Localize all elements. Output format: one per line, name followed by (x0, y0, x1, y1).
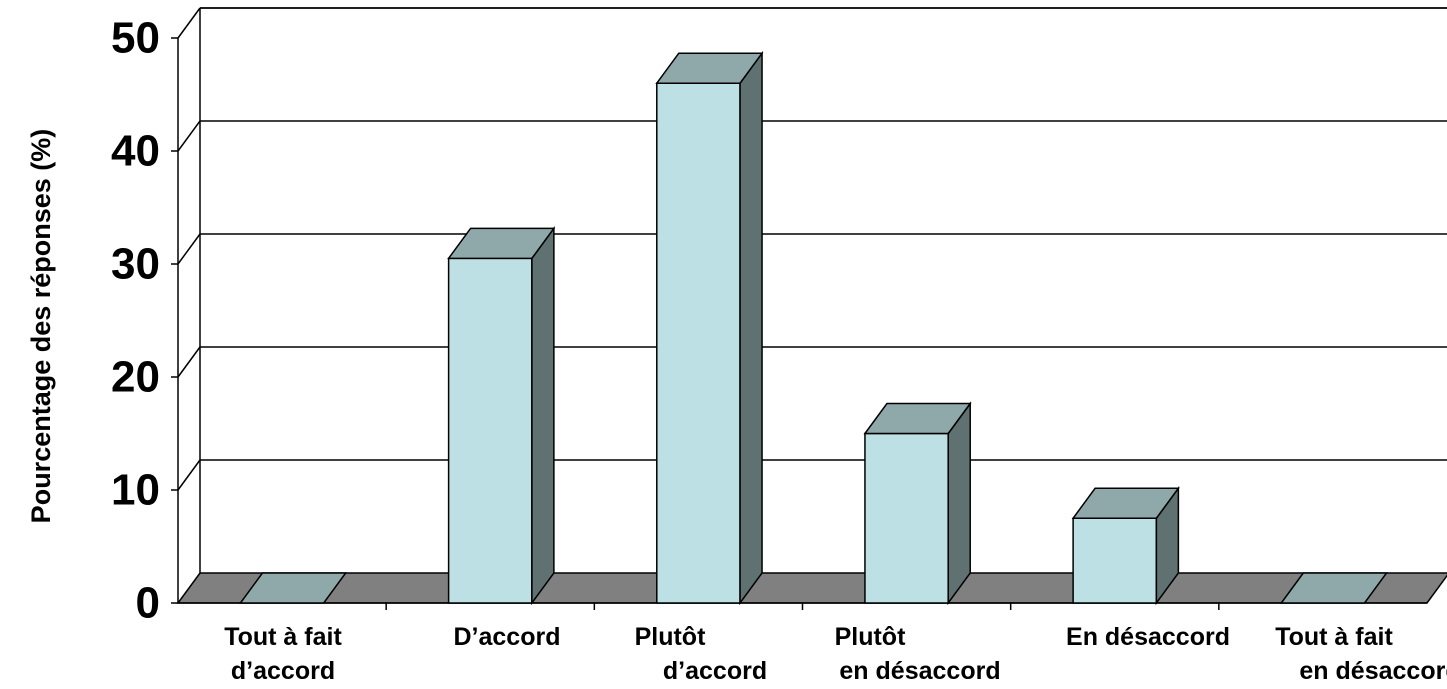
bars (238, 50, 1389, 610)
bar-side (739, 50, 763, 606)
gridlines: 0 10 20 30 40 50 (111, 7, 1447, 628)
chart-floor (176, 572, 1447, 604)
bar-front (656, 82, 741, 604)
y-tick-label: 20 (111, 353, 160, 402)
bar (655, 50, 804, 610)
y-tick-label: 40 (111, 127, 160, 176)
bar (863, 401, 1012, 610)
bar-top (238, 572, 348, 604)
y-tick-label: 0 (136, 579, 160, 628)
gridline-diagonal (177, 459, 201, 491)
bar-top (1071, 487, 1180, 519)
gridline-diagonal (177, 120, 201, 152)
x-tick-label: Tout à fait en désaccord (1275, 623, 1447, 684)
bar-front (1072, 517, 1158, 604)
x-tick-label-line: D’accord (454, 623, 561, 651)
x-tick-label-line: en désaccord (1299, 657, 1447, 684)
bar-front (864, 432, 949, 604)
x-tick-label-line: Tout à fait (224, 623, 342, 651)
bar-side (947, 401, 971, 606)
x-tick-label: Plutôt d’accord (635, 623, 768, 684)
x-tick-label-line: en désaccord (839, 657, 1000, 684)
x-tick-label-line: En désaccord (1066, 623, 1230, 651)
x-tick-label-line: Plutôt (835, 623, 906, 651)
bar-front (447, 257, 533, 604)
y-tick-label: 50 (111, 14, 160, 63)
bar-side (531, 226, 555, 606)
x-tick-label: Plutôt en désaccord (835, 623, 1001, 684)
gridline-diagonal (177, 7, 201, 39)
gridline-diagonal (177, 346, 201, 378)
bar-top (655, 52, 764, 84)
bar-top (447, 227, 556, 260)
x-tick-label-line: d’accord (663, 657, 767, 684)
x-tick-label: En désaccord (1066, 623, 1230, 651)
y-tick-label: 30 (111, 240, 160, 289)
x-tick-label-line: Tout à fait (1275, 623, 1393, 651)
gridline-diagonal (177, 233, 201, 265)
bar-top (863, 402, 972, 435)
x-tick-label: D’accord (454, 623, 561, 651)
y-tick-label: 10 (111, 466, 160, 515)
x-tick-labels: Tout à fait d’accord D’accord Plutôt d’accor… (224, 623, 1447, 685)
bar-top (1279, 572, 1389, 604)
y-axis-label: Pourcentage des réponses (%) (26, 129, 56, 524)
x-tick-label-line: d’accord (231, 657, 335, 684)
x-tick-label-line: Plutôt (635, 623, 706, 651)
bar (447, 226, 596, 610)
bar (1279, 572, 1389, 604)
x-tick-label: Tout à fait d’accord (224, 623, 342, 684)
bar (238, 572, 387, 610)
bar (1071, 485, 1220, 610)
